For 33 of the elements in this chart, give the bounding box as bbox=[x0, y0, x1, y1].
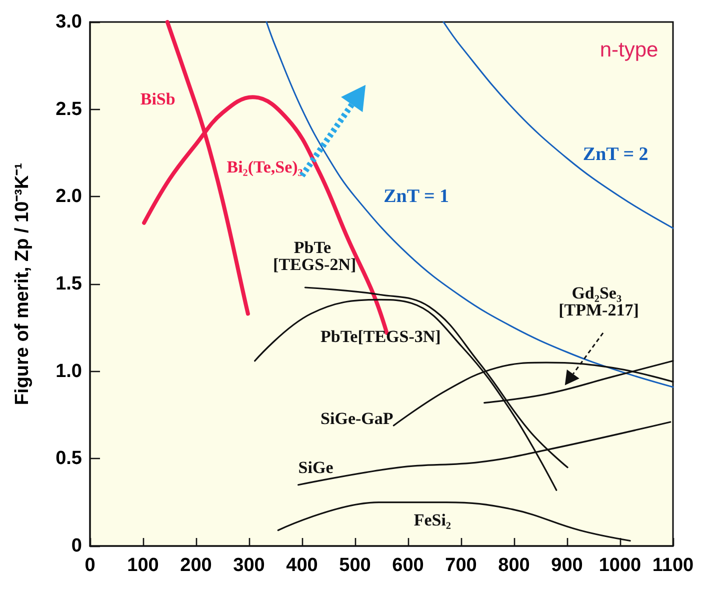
y-tick-label: 1.0 bbox=[56, 360, 82, 382]
x-tick-label: 100 bbox=[127, 555, 159, 576]
series-label: FeSi₂ bbox=[414, 510, 452, 530]
series-label: Bi₂(Te,Se)₃ bbox=[226, 157, 303, 176]
x-tick-label: 500 bbox=[339, 555, 371, 576]
x-tick-label: 1100 bbox=[652, 555, 694, 576]
x-tick-label: 700 bbox=[445, 555, 477, 576]
series-label: SiGe bbox=[298, 458, 334, 477]
x-tick-label: 900 bbox=[551, 555, 583, 576]
series-label: SiGe-GaP bbox=[320, 408, 394, 428]
series-label: BiSb bbox=[140, 89, 176, 108]
y-tick-label: 1.5 bbox=[56, 274, 82, 294]
y-tick-label: 3.0 bbox=[56, 12, 82, 32]
x-tick-label: 800 bbox=[498, 555, 530, 576]
x-tick-label: 400 bbox=[286, 555, 318, 576]
x-tick-label: 600 bbox=[392, 555, 424, 576]
series-label: PbTe[TEGS-3N] bbox=[320, 326, 441, 346]
y-tick-label: 2.5 bbox=[56, 98, 82, 120]
annotation: n-type bbox=[600, 38, 658, 62]
line-series bbox=[442, 21, 674, 229]
x-tick-label: 200 bbox=[180, 555, 212, 576]
series-label: ZnT = 2 bbox=[582, 144, 648, 166]
y-tick-label: 0 bbox=[71, 536, 82, 556]
x-tick-label: 0 bbox=[84, 555, 96, 576]
y-axis-title: Figure of merit, Zp / 10⁻³K⁻¹ bbox=[12, 162, 33, 406]
series-label: ZnT = 1 bbox=[384, 186, 450, 208]
text: Gd₂Se₃ [TPM-217] bbox=[558, 283, 639, 320]
y-tick-label: 2.0 bbox=[56, 186, 82, 208]
x-tick-label: 1000 bbox=[598, 555, 642, 576]
x-tick-label: 300 bbox=[233, 555, 265, 576]
line-series bbox=[277, 502, 631, 542]
y-tick-label: 0.5 bbox=[56, 448, 82, 470]
series-label: PbTe [TEGS-2N] bbox=[273, 238, 356, 274]
